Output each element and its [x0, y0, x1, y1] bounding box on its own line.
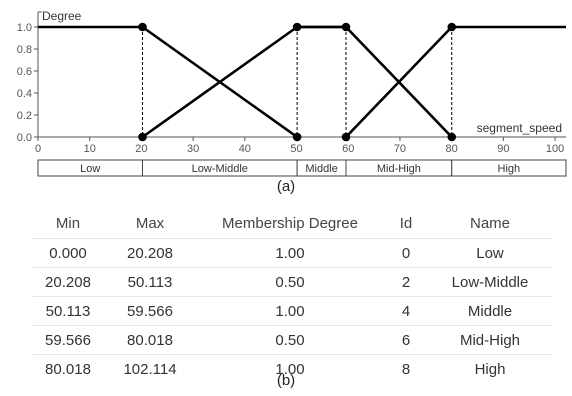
table-row: 50.113 59.566 1.00 4 Middle — [32, 296, 552, 326]
data-point — [292, 132, 302, 142]
data-point — [341, 22, 351, 32]
segment-label: Low — [80, 163, 100, 175]
cell-min: 20.208 — [32, 267, 104, 297]
y-tick-label: 0.0 — [17, 132, 32, 144]
membership-table: Min Max Membership Degree Id Name 0.000 … — [32, 208, 552, 383]
data-point — [138, 22, 147, 32]
segment-label: Mid-High — [377, 163, 421, 175]
cell-name: Low — [428, 238, 552, 268]
table-row: 20.208 50.113 0.50 2 Low-Middle — [32, 267, 552, 297]
x-tick-label: 30 — [187, 143, 199, 155]
header-max: Max — [135, 214, 165, 232]
y-axis-label: Degree — [42, 9, 82, 23]
x-tick-label: 40 — [239, 143, 251, 155]
cell-degree: 0.50 — [196, 267, 384, 297]
table-row: 80.018 102.114 1.00 8 High — [32, 354, 552, 383]
caption-a: (a) — [276, 178, 296, 195]
header-id: Id — [399, 214, 413, 232]
y-tick-label: 0.2 — [17, 110, 32, 122]
x-axis-label: segment_speed — [477, 121, 562, 135]
cell-degree: 1.00 — [196, 354, 384, 383]
cell-id: 2 — [384, 267, 428, 297]
segment-label: Middle — [305, 163, 337, 175]
x-tick-label: 10 — [84, 143, 96, 155]
cell-name: High — [428, 354, 552, 383]
header-name: Name — [469, 214, 510, 232]
cell-degree: 1.00 — [196, 296, 384, 326]
cell-degree: 0.50 — [196, 325, 384, 355]
cell-max: 20.208 — [104, 238, 196, 268]
y-tick-label: 0.6 — [17, 66, 32, 78]
x-tick-label: 0 — [35, 143, 41, 155]
data-point — [292, 22, 302, 32]
segment-box — [451, 159, 567, 177]
header-min: Min — [55, 214, 81, 232]
y-tick-label: 0.8 — [17, 44, 32, 56]
x-tick-label: 90 — [497, 143, 509, 155]
cell-degree: 1.00 — [196, 238, 384, 268]
cell-id: 4 — [384, 296, 428, 326]
cell-id: 6 — [384, 325, 428, 355]
table-header-row: Min Max Membership Degree Id Name — [32, 208, 552, 239]
y-tick-label: 0.4 — [17, 88, 32, 100]
cell-min: 80.018 — [32, 354, 104, 383]
table-row: 59.566 80.018 0.50 6 Mid-High — [32, 325, 552, 355]
x-tick-label: 20 — [135, 143, 147, 155]
membership-chart: 0.0 0.2 0.4 0.6 0.8 1.0 0 10 20 30 40 50 60 70 80 90 100… — [17, 9, 567, 177]
cell-name: Middle — [428, 296, 552, 326]
y-tick-label: 1.0 — [17, 22, 32, 34]
segment-label: Low-Middle — [192, 163, 248, 175]
data-point — [447, 132, 457, 142]
series-line-middle — [297, 25, 453, 138]
cell-name: Mid-High — [428, 325, 552, 355]
segment-label: High — [498, 163, 521, 175]
cell-max: 59.566 — [104, 296, 196, 326]
x-tick-label: 80 — [446, 143, 458, 155]
cell-id: 0 — [384, 238, 428, 268]
cell-id: 8 — [384, 354, 428, 383]
table-row: 0.000 20.208 1.00 0 Low — [32, 238, 552, 268]
x-tick-label: 60 — [342, 143, 354, 155]
cell-max: 102.114 — [104, 354, 196, 383]
cell-max: 50.113 — [104, 267, 196, 297]
data-point — [447, 22, 457, 32]
data-point — [138, 132, 147, 142]
cell-max: 80.018 — [104, 325, 196, 355]
x-tick-label: 100 — [546, 143, 564, 155]
x-tick-label: 50 — [290, 143, 302, 155]
header-membership-degree: Membership Degree — [222, 214, 358, 232]
caption-b: (b) — [276, 372, 296, 389]
x-tick-label: 70 — [394, 143, 406, 155]
cell-min: 59.566 — [32, 325, 104, 355]
data-point — [341, 132, 351, 142]
cell-min: 0.000 — [32, 238, 104, 268]
cell-name: Low-Middle — [428, 267, 552, 297]
cell-min: 50.113 — [32, 296, 104, 326]
series-line-low-middle — [141, 25, 346, 139]
